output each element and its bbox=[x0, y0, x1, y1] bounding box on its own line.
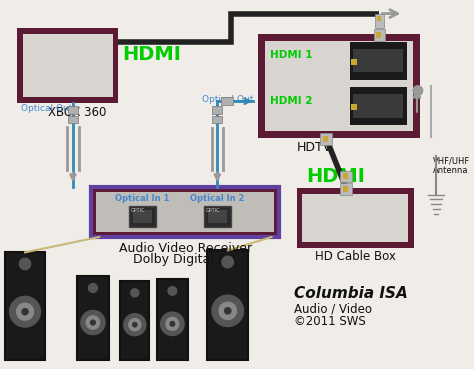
Bar bbox=[374, 14, 384, 28]
Circle shape bbox=[91, 320, 95, 325]
Text: Optical In 1: Optical In 1 bbox=[115, 194, 169, 203]
Text: VHF/UHF
Antenna: VHF/UHF Antenna bbox=[433, 156, 471, 176]
Text: Columbia ISA: Columbia ISA bbox=[294, 286, 408, 301]
Bar bbox=[212, 115, 222, 123]
Text: Optical Out: Optical Out bbox=[202, 95, 253, 104]
Bar bbox=[23, 34, 113, 97]
Bar bbox=[18, 28, 118, 103]
Circle shape bbox=[19, 258, 31, 270]
Bar bbox=[129, 206, 155, 227]
Bar bbox=[96, 192, 274, 232]
Text: Audio / Video: Audio / Video bbox=[294, 303, 372, 315]
Circle shape bbox=[89, 283, 97, 293]
Bar bbox=[157, 279, 188, 360]
Bar bbox=[320, 133, 332, 145]
Circle shape bbox=[170, 321, 175, 326]
Bar bbox=[340, 170, 352, 182]
Bar bbox=[343, 186, 348, 192]
Bar bbox=[91, 187, 279, 237]
Bar bbox=[354, 49, 403, 72]
Text: Optical In 2: Optical In 2 bbox=[190, 194, 245, 203]
Text: HDTV: HDTV bbox=[297, 141, 332, 154]
Text: HDMI 2: HDMI 2 bbox=[270, 96, 312, 106]
Bar bbox=[343, 173, 348, 179]
Bar bbox=[91, 187, 279, 237]
Bar bbox=[376, 32, 381, 38]
Circle shape bbox=[222, 256, 234, 268]
Bar bbox=[340, 183, 352, 194]
Bar bbox=[265, 41, 413, 131]
Bar bbox=[351, 59, 357, 65]
Text: HDMI 1: HDMI 1 bbox=[270, 50, 312, 60]
Circle shape bbox=[225, 308, 231, 314]
Text: ©2011 SWS: ©2011 SWS bbox=[294, 315, 365, 328]
Circle shape bbox=[168, 287, 177, 295]
Bar bbox=[258, 34, 420, 138]
Bar bbox=[208, 210, 227, 224]
Text: Audio Video Receiver: Audio Video Receiver bbox=[119, 242, 252, 255]
Circle shape bbox=[129, 319, 141, 331]
Bar bbox=[77, 276, 109, 360]
Bar bbox=[323, 136, 328, 142]
Text: HDMI: HDMI bbox=[122, 45, 181, 64]
Text: XBOX 360: XBOX 360 bbox=[48, 106, 106, 119]
Text: Dolby Digital 5.1: Dolby Digital 5.1 bbox=[133, 254, 237, 266]
Bar bbox=[302, 194, 408, 242]
Bar bbox=[68, 106, 78, 114]
Circle shape bbox=[133, 323, 137, 327]
Bar bbox=[221, 97, 233, 105]
Bar bbox=[207, 251, 248, 360]
Text: OPTIC: OPTIC bbox=[131, 208, 145, 213]
Circle shape bbox=[17, 303, 34, 320]
Circle shape bbox=[212, 295, 244, 327]
Circle shape bbox=[86, 316, 100, 329]
Text: HDMI: HDMI bbox=[306, 167, 365, 186]
Bar bbox=[120, 281, 149, 360]
Text: Optical Out: Optical Out bbox=[21, 104, 73, 113]
Bar bbox=[297, 188, 414, 248]
Circle shape bbox=[413, 86, 423, 96]
Circle shape bbox=[131, 289, 139, 297]
Circle shape bbox=[161, 312, 184, 335]
Text: OPTIC: OPTIC bbox=[206, 208, 220, 213]
Circle shape bbox=[9, 296, 40, 327]
Bar bbox=[212, 106, 222, 114]
Bar bbox=[349, 41, 407, 80]
Circle shape bbox=[166, 317, 179, 330]
Circle shape bbox=[124, 314, 146, 336]
Bar bbox=[377, 17, 381, 21]
Bar bbox=[68, 115, 78, 123]
Bar bbox=[354, 94, 403, 118]
Bar bbox=[204, 206, 231, 227]
Bar bbox=[349, 87, 407, 125]
Bar bbox=[351, 104, 357, 110]
Circle shape bbox=[81, 310, 105, 335]
Bar bbox=[5, 252, 45, 360]
Text: HD Cable Box: HD Cable Box bbox=[315, 251, 396, 263]
Bar bbox=[374, 29, 385, 41]
Circle shape bbox=[219, 302, 237, 320]
Bar bbox=[133, 210, 152, 224]
Circle shape bbox=[22, 308, 28, 315]
